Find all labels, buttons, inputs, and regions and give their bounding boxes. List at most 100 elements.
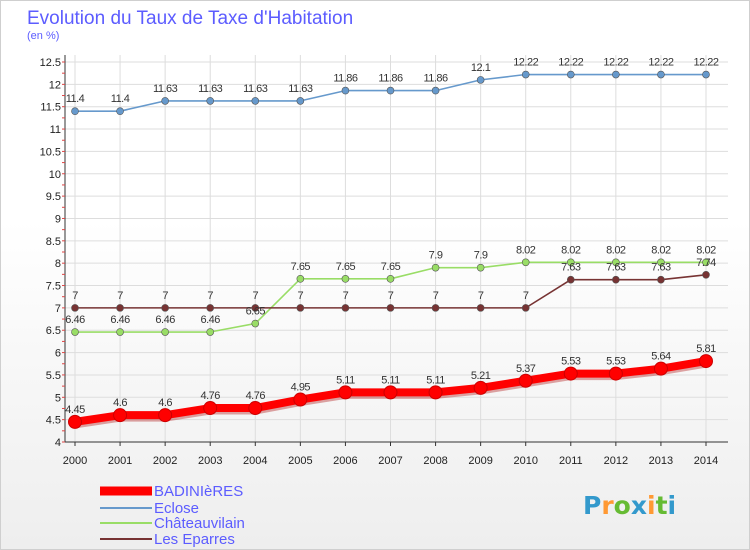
data-label: 5.53 <box>561 356 581 368</box>
y-tick-label: 12 <box>49 79 61 91</box>
data-label: 5.21 <box>471 370 491 382</box>
legend-item: BADINIèRES <box>100 483 243 500</box>
data-point <box>428 385 443 400</box>
legend-label: Les Eparres <box>154 531 235 548</box>
data-point <box>203 401 218 416</box>
data-label: 11.63 <box>243 83 268 95</box>
data-label: 7.9 <box>474 250 488 262</box>
data-point <box>476 263 485 272</box>
data-label: 7.63 <box>561 262 581 274</box>
data-point <box>563 366 578 381</box>
data-label: 12.22 <box>603 57 628 69</box>
data-point <box>653 361 668 376</box>
data-point <box>116 304 124 312</box>
logo-letter: x <box>631 491 647 520</box>
data-point <box>116 328 124 336</box>
data-label: 7 <box>433 290 439 302</box>
logo-letter: i <box>647 491 656 520</box>
data-point <box>431 86 440 95</box>
data-point <box>71 304 79 312</box>
data-label: 8.02 <box>561 244 581 256</box>
legend-label: Châteauvilain <box>154 515 245 532</box>
data-point <box>206 97 215 105</box>
data-point <box>293 392 308 407</box>
data-point <box>702 258 710 267</box>
data-point <box>473 380 488 395</box>
data-point <box>702 70 710 79</box>
data-label: 8.02 <box>651 244 671 256</box>
data-label: 7.63 <box>606 262 626 274</box>
logo-letter: o <box>614 491 631 520</box>
axes: 4 4.5 5 5.5 6 6.5 7 7.5 8 8.5 9 9.5 10 10.5 11 11.5 12 12… <box>40 55 728 467</box>
data-label: 6.65 <box>246 306 266 318</box>
data-point <box>341 304 350 312</box>
y-tick-label: 5.5 <box>46 370 61 382</box>
data-label: 11.86 <box>333 73 358 85</box>
data-label: 11.4 <box>111 93 130 105</box>
data-point <box>158 408 173 423</box>
data-point <box>476 76 485 84</box>
data-label: 4.76 <box>246 390 266 402</box>
data-point <box>566 258 575 267</box>
x-tick-label: 2005 <box>288 455 312 467</box>
y-tick-label: 8.5 <box>46 236 61 248</box>
data-point <box>71 107 79 115</box>
data-point <box>341 86 350 95</box>
series <box>68 70 713 429</box>
data-label: 11.86 <box>378 73 403 85</box>
data-label: 7 <box>207 290 213 302</box>
data-point <box>113 408 128 423</box>
data-point <box>251 97 260 105</box>
chart-subtitle: (en %) <box>27 30 59 42</box>
data-label: 7 <box>523 290 529 302</box>
series-0 <box>68 354 713 429</box>
data-label: 4.6 <box>158 397 172 409</box>
y-tick-label: 10.5 <box>40 146 61 158</box>
data-label: 7 <box>343 290 349 302</box>
data-label: 6.46 <box>65 314 85 326</box>
data-label: 7.65 <box>336 261 356 273</box>
data-label: 7 <box>252 290 258 302</box>
data-label: 4.76 <box>201 390 221 402</box>
data-point <box>431 304 440 312</box>
y-tick-label: 5 <box>55 392 61 404</box>
data-label: 8.02 <box>606 244 626 256</box>
data-point <box>431 263 440 272</box>
legend-item: Eclose <box>100 500 199 517</box>
y-tick-label: 8 <box>55 258 61 270</box>
x-tick-label: 2001 <box>108 455 132 467</box>
legend-label: Eclose <box>154 500 199 517</box>
data-point <box>612 275 620 284</box>
y-tick-label: 6 <box>55 348 61 360</box>
data-point <box>566 70 575 79</box>
data-label: 11.63 <box>153 83 178 95</box>
proxiti-logo: Proxiti <box>583 491 676 520</box>
data-point <box>206 328 215 336</box>
logo-letter: t <box>656 491 668 520</box>
data-point <box>383 385 398 400</box>
logo-letter: P <box>583 491 601 520</box>
data-point <box>612 258 620 267</box>
y-tick-label: 7 <box>55 303 61 315</box>
x-tick-label: 2013 <box>649 455 673 467</box>
data-label: 7.74 <box>696 257 716 269</box>
series-1 <box>71 70 710 115</box>
y-tick-label: 4.5 <box>46 415 61 427</box>
data-point <box>206 304 215 312</box>
data-label: 7 <box>478 290 484 302</box>
data-point <box>566 275 575 284</box>
data-point <box>71 328 79 336</box>
data-label: 6.46 <box>201 314 221 326</box>
data-point <box>518 373 533 388</box>
x-tick-label: 2008 <box>423 455 447 467</box>
data-point <box>386 304 395 312</box>
data-point <box>476 304 485 312</box>
data-point <box>338 385 353 400</box>
data-label: 7.9 <box>429 250 443 262</box>
data-label: 4.95 <box>291 382 311 394</box>
data-point <box>386 86 395 95</box>
data-point <box>521 70 530 79</box>
